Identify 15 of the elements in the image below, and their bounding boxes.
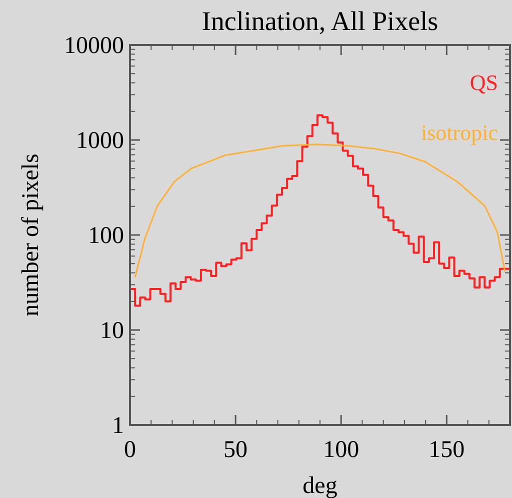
y-tick-label: 100 [88,223,124,249]
chart-title: Inclination, All Pixels [202,6,438,36]
x-tick-label: 50 [224,437,248,463]
x-tick-label: 100 [323,437,360,463]
x-tick-label: 0 [124,437,136,463]
x-axis-title: deg [302,473,338,498]
y-tick-label: 1 [112,413,124,439]
text: QS [470,70,498,95]
y-axis-title: number of pixels [18,154,44,316]
y-tick-label: 10 [100,318,124,344]
y-tick-label: 10000 [64,33,124,59]
series-label: isotropic [421,120,498,145]
y-tick-label: 1000 [76,128,124,154]
x-tick-label: 150 [428,437,465,463]
line-series [134,144,506,278]
